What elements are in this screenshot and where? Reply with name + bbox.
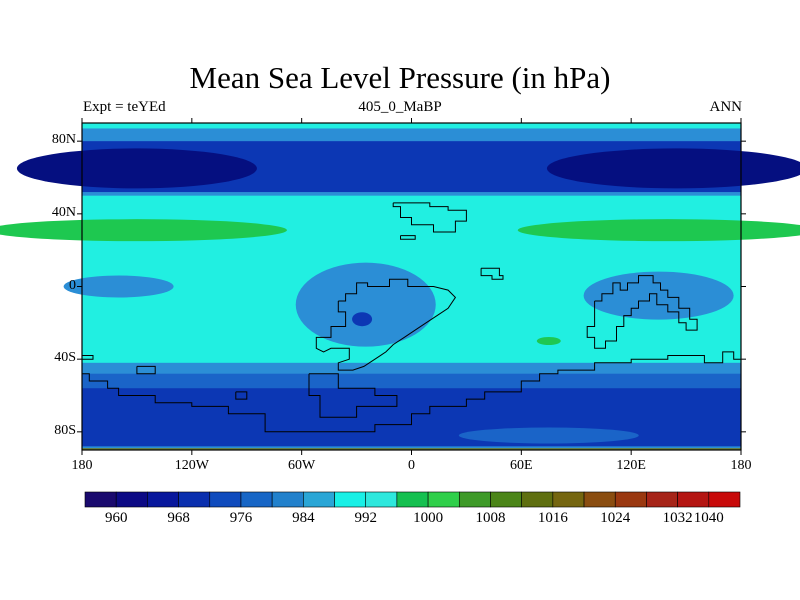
coastline-1 [400,235,416,240]
lon-tick-label: 120E [616,458,646,473]
lon-tick-label: 0 [408,458,415,473]
colorbar-label: 1000 [413,510,444,526]
coastline-6 [136,365,156,375]
band-south-edge [82,448,741,450]
axis-ticks [77,118,746,455]
coastline-8 [308,373,398,418]
band-north-edge [82,123,741,129]
lat-tick-label: 0 [69,277,76,293]
lon-tick-label: 60W [288,458,316,473]
season-label: ANN [709,99,743,115]
lon-tick-label: 120W [174,458,209,473]
colorbar-swatch [646,491,678,508]
colorbar-swatch [334,491,367,508]
colorbar-swatch [240,491,273,508]
coastline-5 [82,355,94,360]
colorbar-label: 1016 [537,510,568,526]
experiment-label: Expt = teYEd [83,99,166,115]
coastline-0 [392,202,467,233]
colorbar-label: 1032 [662,510,693,526]
colorbar-swatch [365,491,398,508]
coastline-3 [315,278,457,371]
lon-tick-label: 60E [510,458,533,473]
map-title: Mean Sea Level Pressure (in hPa) [189,60,611,95]
colorbar-swatch [396,491,429,508]
coastline-2 [480,267,504,280]
colorbar-label: 960 [104,510,128,526]
high-subtropical-west [0,219,287,242]
colorbar-label: 984 [292,510,315,526]
colorbar-swatch [677,491,710,508]
colorbar-swatch [521,491,554,508]
lat-tick-label: 40S [54,350,76,366]
coastlines [82,202,741,433]
small-high [536,337,561,345]
colorbar-swatch [209,491,242,508]
equator-patch-east [583,271,734,320]
colorbar-swatch [271,491,304,508]
pressure-field [0,123,800,450]
colorbar-swatch [614,491,647,508]
low-north-west [16,148,257,189]
colorbar-label: 1008 [475,510,506,526]
low-north-east [546,148,800,189]
colorbar-swatch [708,491,741,508]
south-pole-patch [458,427,639,444]
coastline-4 [586,275,698,349]
colorbar-swatch [490,491,522,508]
lon-tick-label: 180 [730,458,752,473]
equator-low-center [352,312,373,327]
colorbar-swatch [303,491,335,508]
colorbar-swatch [147,491,179,508]
high-subtropical-east [517,219,800,242]
colorbar-label: 968 [167,510,190,526]
equator-patch-africa [295,262,436,347]
equator-patch-west [63,275,174,298]
lat-tick-label: 40N [51,204,76,220]
colorbar [84,491,741,508]
colorbar-swatch [458,491,491,508]
colorbar-swatch [115,491,148,508]
colorbar-swatch [84,491,117,508]
colorbar-swatch [583,491,616,508]
colorbar-label: 1040 [693,510,724,526]
lat-tick-label: 80S [54,422,76,438]
colorbar-label: 976 [229,510,253,526]
period-label: 405_0_MaBP [358,99,442,115]
lat-tick-label: 80N [51,132,76,148]
coastline-9 [235,391,248,400]
colorbar-swatch [552,491,585,508]
colorbar-swatch [427,491,460,508]
colorbar-label: 992 [354,510,377,526]
coastline-7 [82,351,741,433]
colorbar-swatch [178,491,211,508]
colorbar-label: 1024 [600,510,631,526]
lon-tick-label: 180 [71,458,93,473]
